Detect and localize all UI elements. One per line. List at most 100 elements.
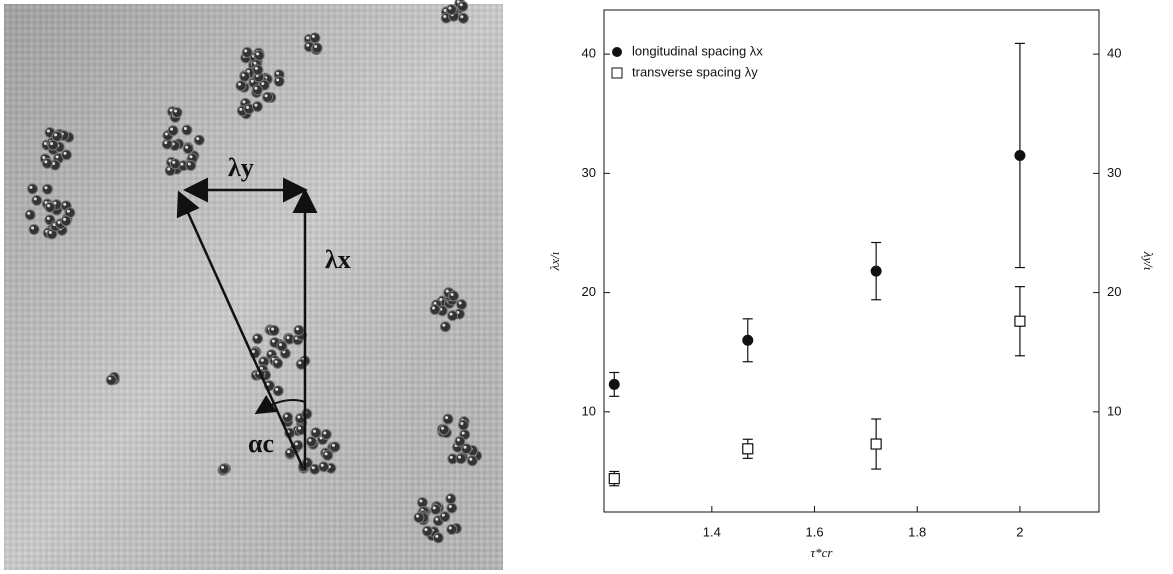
grain — [439, 321, 451, 333]
grain-highlight — [251, 350, 255, 354]
grain-highlight — [238, 82, 242, 86]
grain — [169, 158, 181, 170]
grain-highlight — [66, 209, 70, 213]
grain-highlight — [456, 438, 460, 442]
grain — [218, 463, 230, 475]
grain-highlight — [435, 517, 439, 521]
grain-highlight — [167, 167, 171, 171]
grain-highlight — [314, 45, 318, 49]
photo-shade — [4, 4, 503, 570]
point — [1014, 149, 1026, 161]
grain-highlight — [250, 79, 254, 83]
grain — [293, 324, 305, 336]
grain-highlight — [189, 155, 193, 159]
point — [608, 378, 620, 390]
grain — [305, 436, 317, 448]
grain-highlight — [63, 151, 67, 155]
grain-highlight — [331, 443, 335, 447]
grain-highlight — [287, 450, 291, 454]
grain — [416, 497, 428, 509]
angle-arc — [254, 395, 306, 415]
grain — [456, 299, 468, 311]
grain-highlight — [172, 160, 176, 164]
grain — [457, 12, 469, 24]
grain — [457, 0, 469, 12]
grain-highlight — [447, 495, 451, 499]
grain-highlight — [52, 162, 56, 166]
grain — [241, 46, 253, 58]
grain — [455, 453, 467, 465]
grain-highlight — [48, 231, 52, 235]
grain-highlight — [261, 82, 265, 86]
grain-highlight — [253, 61, 257, 65]
grain — [181, 124, 193, 136]
grain — [26, 183, 38, 195]
grain — [262, 91, 274, 103]
grain-highlight — [196, 137, 200, 141]
grain — [421, 525, 433, 537]
grain-highlight — [254, 335, 258, 339]
grain-highlight — [308, 438, 312, 442]
grain-highlight — [242, 100, 246, 104]
y-tick-label: 40 — [582, 46, 596, 61]
grain-highlight — [275, 387, 279, 391]
grain-highlight — [108, 377, 112, 381]
grain-highlight — [448, 6, 452, 10]
grain-highlight — [419, 499, 423, 503]
grain — [310, 427, 322, 439]
grain-highlight — [254, 66, 258, 70]
point — [1014, 315, 1026, 327]
grain — [311, 42, 323, 54]
grain-highlight — [63, 202, 67, 206]
grain — [185, 160, 197, 172]
grain — [442, 413, 454, 425]
grain-highlight — [443, 8, 447, 12]
grain-highlight — [460, 422, 464, 426]
grain-highlight — [268, 351, 272, 355]
grain — [182, 143, 194, 155]
grain-highlight — [46, 216, 50, 220]
grain-highlight — [180, 162, 184, 166]
grain-highlight — [433, 301, 437, 305]
grain-highlight — [312, 429, 316, 433]
grain-highlight — [450, 292, 454, 296]
grain — [438, 424, 450, 436]
grain — [239, 70, 251, 82]
grain-highlight — [169, 108, 173, 112]
legend-label: longitudinal spacing λx — [632, 43, 763, 58]
grain — [329, 441, 341, 453]
grain — [432, 532, 444, 544]
grain-highlight — [448, 505, 452, 509]
grain-highlight — [294, 442, 298, 446]
grain — [171, 107, 183, 119]
grain — [273, 75, 285, 87]
grain — [251, 101, 263, 113]
point — [608, 473, 620, 485]
grain-highlight — [295, 327, 299, 331]
grain — [430, 503, 442, 515]
grain-highlight — [43, 141, 47, 145]
grain — [466, 455, 478, 467]
grain — [445, 493, 457, 505]
point — [870, 438, 882, 450]
grain-highlight — [266, 382, 270, 386]
y2-tick-label: 40 — [1107, 46, 1121, 61]
grain-highlight — [57, 220, 61, 224]
grain-highlight — [183, 127, 187, 131]
grain — [251, 84, 263, 96]
grain-highlight — [55, 155, 59, 159]
grain — [429, 304, 441, 316]
y-tick-label: 30 — [582, 165, 596, 180]
grain — [282, 411, 294, 423]
grain-highlight — [449, 455, 453, 459]
grain-highlight — [306, 43, 310, 47]
grain-highlight — [164, 141, 168, 145]
grain-highlight — [254, 86, 258, 90]
legend-marker — [611, 67, 623, 79]
grain-highlight — [441, 513, 445, 517]
grain — [47, 139, 59, 151]
grain-highlight — [449, 312, 453, 316]
grain-highlight — [443, 15, 447, 19]
grain-highlight — [271, 327, 275, 331]
